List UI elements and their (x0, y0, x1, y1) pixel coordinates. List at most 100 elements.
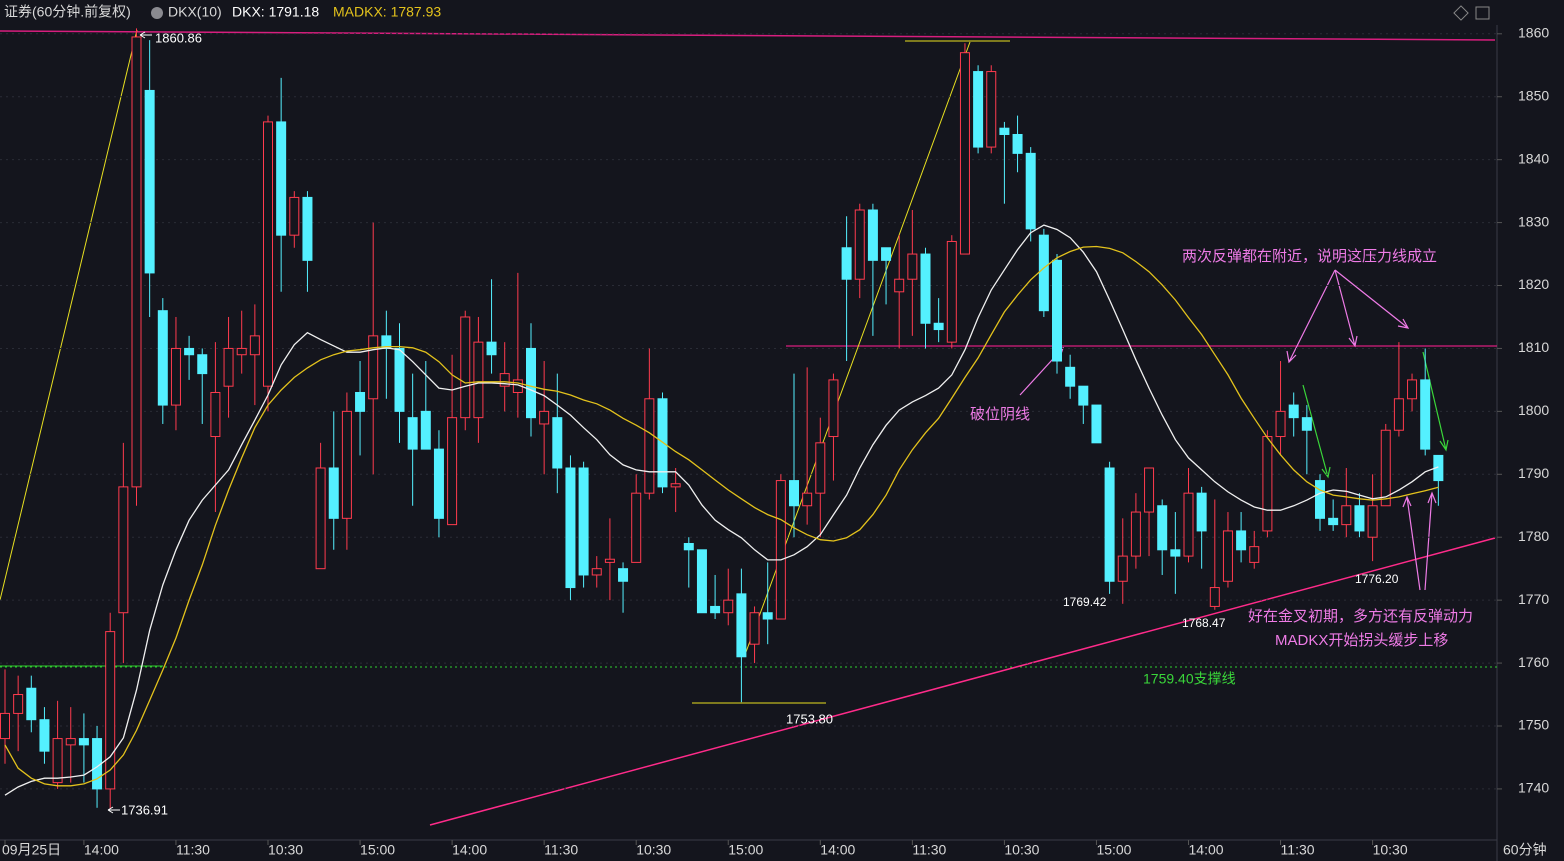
symbol-label: 证券(60分钟.前复权) (4, 4, 131, 20)
y-tick-label: 1860 (1518, 25, 1549, 41)
arrow (1302, 384, 1331, 479)
candle-body (1091, 404, 1102, 444)
candle-body (999, 127, 1010, 135)
panel-icon[interactable] (1475, 6, 1490, 20)
candle-body (986, 71, 997, 148)
x-tick-label: 09月25日 (2, 842, 61, 858)
arrow (1334, 269, 1410, 329)
candle-body (355, 391, 366, 412)
candle-body (1078, 385, 1089, 406)
candle-body (144, 89, 155, 274)
candle-body (526, 347, 536, 419)
candle-body (894, 278, 905, 293)
candle-body (184, 347, 195, 356)
candle-body (13, 694, 24, 714)
candle-body (775, 480, 786, 620)
y-tick-label: 1740 (1518, 780, 1549, 796)
x-tick-label: 15:00 (1096, 842, 1131, 858)
candle-body (1157, 505, 1168, 551)
candle-body (1301, 417, 1312, 431)
indicator-line (4, 224, 1439, 796)
candle-body (762, 612, 773, 620)
candle-body (447, 417, 458, 526)
candle-body (552, 417, 563, 469)
candle-body (289, 196, 300, 236)
candle-body (394, 347, 405, 412)
period-label: 60分钟 (1503, 842, 1547, 858)
candle-body (52, 738, 63, 784)
y-tick-label: 1850 (1518, 87, 1549, 103)
label-arrow (107, 806, 120, 814)
plot-area (0, 28, 1497, 809)
annotation: 1759.40支撑线 (1143, 671, 1236, 687)
candle-body (1341, 505, 1352, 526)
y-tick-label: 1810 (1518, 339, 1549, 355)
candle-body (591, 568, 602, 576)
price-label: 1776.20 (1355, 572, 1399, 586)
candle-body (683, 543, 694, 551)
candle-body (604, 558, 615, 563)
annotation: 两次反弹都在附近，说明这压力线成立 (1182, 248, 1437, 265)
x-tick-label: 15:00 (360, 842, 395, 858)
candle-body (867, 209, 878, 261)
candle-body (420, 410, 431, 450)
wave-line (0, 29, 138, 601)
arrow (1424, 491, 1437, 591)
candle-body (1209, 587, 1220, 607)
candle-body (1380, 429, 1391, 507)
candle-body (131, 36, 142, 488)
candle-body (1249, 546, 1260, 563)
candle-body (276, 121, 287, 236)
candle-body (1117, 555, 1128, 582)
candle-body (565, 467, 576, 589)
candle-body (1420, 379, 1431, 450)
arrow (1334, 269, 1358, 348)
y-tick-label: 1750 (1518, 717, 1549, 733)
label-arrow (139, 31, 152, 39)
candle-body (223, 347, 234, 387)
candle-body (1262, 436, 1273, 532)
candle-body (907, 253, 918, 280)
x-tick-label: 14:00 (820, 842, 855, 858)
candle-body (789, 480, 799, 507)
candle-body (670, 483, 681, 488)
indicator-label: DKX(10) (168, 4, 222, 20)
candle-body (249, 335, 260, 356)
candle-body (1025, 152, 1036, 230)
price-label: 1753.80 (786, 711, 833, 726)
y-tick-label: 1790 (1518, 465, 1549, 481)
candle-body (118, 486, 129, 614)
candle-body (1315, 480, 1325, 519)
candle-body (854, 209, 865, 280)
x-tick-label: 14:00 (84, 842, 119, 858)
candle-body (1354, 505, 1365, 532)
arrow (1402, 495, 1421, 591)
candle-body (1288, 404, 1299, 419)
candle-body (26, 687, 37, 721)
candle-body (539, 410, 550, 425)
x-tick-label: 10:30 (268, 842, 303, 858)
candle-body (1393, 398, 1404, 431)
top-line (0, 30, 1496, 41)
x-tick-label: 10:30 (636, 842, 671, 858)
annotation: 好在金叉初期，多方还有反弹动力 (1248, 608, 1473, 625)
candle-body (710, 605, 721, 614)
y-tick-label: 1820 (1518, 276, 1549, 292)
settings-icon[interactable] (151, 7, 163, 19)
candle-body (486, 341, 497, 356)
candle-body (1052, 259, 1062, 362)
arrow (1422, 351, 1449, 452)
candle-body (328, 467, 339, 519)
candle-body (1183, 492, 1194, 557)
candle-body (1104, 467, 1115, 582)
madkx-label: MADKX: 1787.93 (333, 4, 441, 20)
candle-body (341, 410, 352, 519)
draw-icon[interactable] (1453, 5, 1469, 21)
candle-body (578, 467, 589, 576)
price-label: 1769.42 (1063, 595, 1107, 609)
candle-body (644, 398, 655, 494)
candle-body (368, 335, 379, 400)
x-tick-label: 15:00 (728, 842, 763, 858)
